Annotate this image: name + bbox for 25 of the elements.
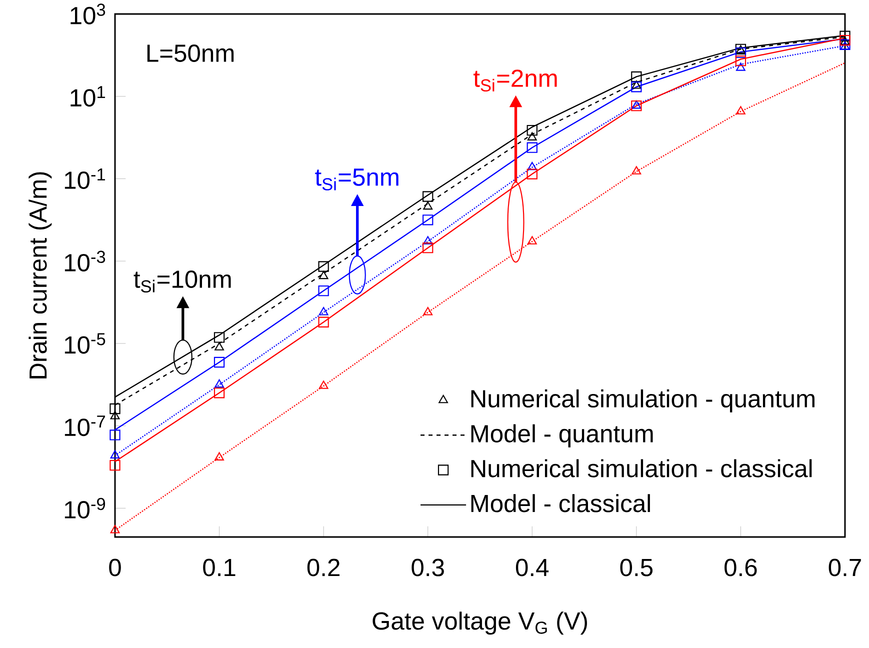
x-tick-label: 0.6 xyxy=(724,558,757,576)
x-tick-label: 0.4 xyxy=(516,558,549,576)
y-tick-label: 10$^{-3}$ xyxy=(64,250,106,272)
annotation: L=50nm xyxy=(147,44,234,62)
x-tick-label: 0 xyxy=(109,558,121,576)
annotation: t$_{Si}$=5nm xyxy=(315,168,398,190)
x-tick-label: 0.3 xyxy=(412,558,444,576)
y-tick-label: 10$^{-9}$ xyxy=(64,498,106,519)
x-tick-label: 0.1 xyxy=(203,558,236,576)
y-axis-title: Drain current (A/m) xyxy=(28,172,52,378)
x-axis-title: Gate voltage V$_{G}$ (V) xyxy=(372,612,587,635)
annotation: t$_{Si}$=10nm xyxy=(134,270,231,292)
y-tick-label: 10$^{-5}$ xyxy=(64,333,106,354)
legend-label: Model - quantum xyxy=(471,424,653,448)
y-tick-label: 10$^{-7}$ xyxy=(64,416,105,436)
y-tick-label: 10$^{1}$ xyxy=(70,86,106,107)
x-tick-label: 0.5 xyxy=(620,558,653,576)
y-tick-label: 10$^{3}$ xyxy=(70,4,106,24)
x-tick-label: 0.2 xyxy=(307,558,340,576)
x-tick-label: 0.7 xyxy=(828,558,861,576)
legend-label: Model - classical xyxy=(471,494,650,512)
y-tick-label: 10$^{-1}$ xyxy=(64,168,106,189)
annotation: t$_{Si}$=2nm xyxy=(474,70,557,92)
legend-label: Numerical simulation - classical xyxy=(471,459,812,478)
legend-label: Numerical simulation - quantum xyxy=(471,389,814,412)
